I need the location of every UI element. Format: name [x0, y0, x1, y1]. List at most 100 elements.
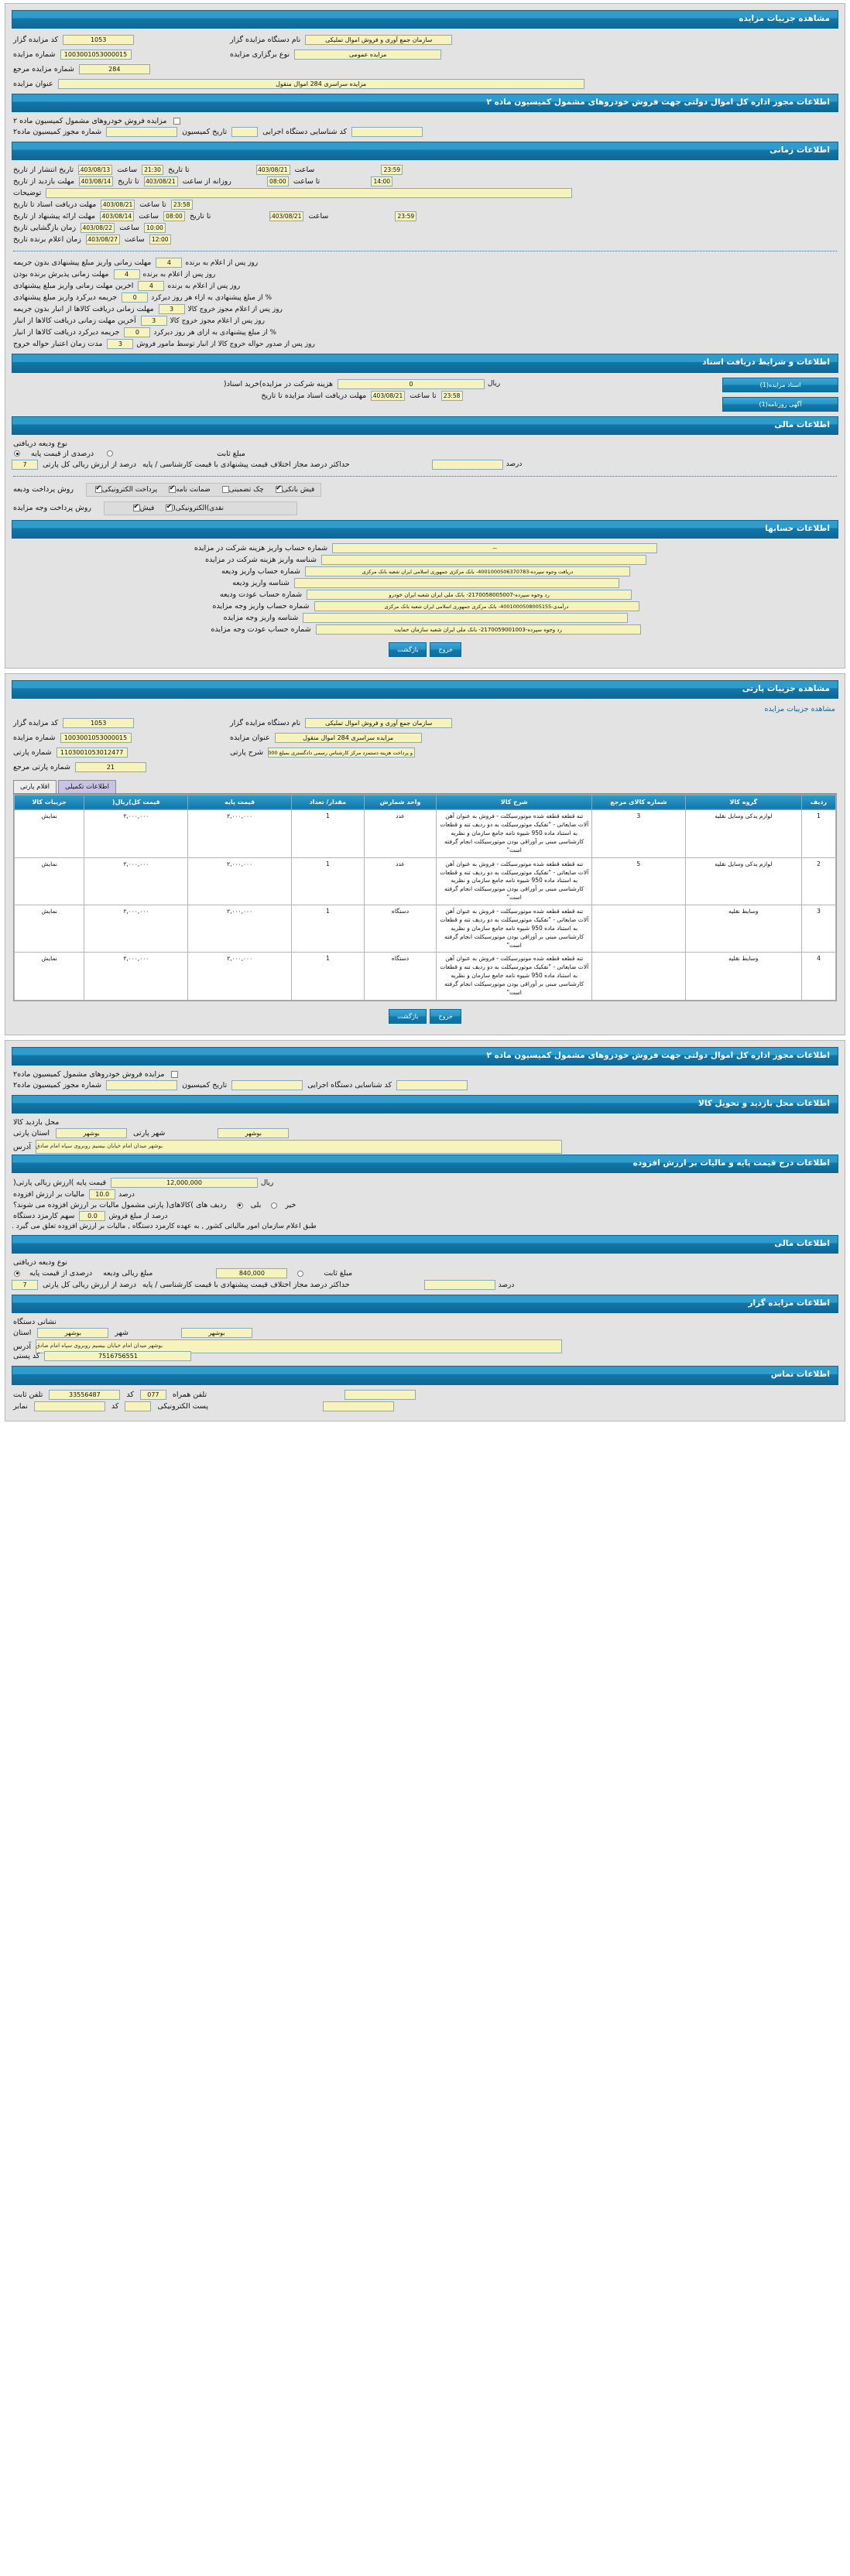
permit-checkbox[interactable] [173, 118, 181, 125]
lot-number-row: شماره پارتی 1103001053012477 [12, 747, 228, 758]
bottom-fixed-radio[interactable] [297, 1270, 304, 1277]
exit-button-lot[interactable]: خروج [430, 1008, 461, 1024]
back-button-top[interactable]: بازگشت [389, 641, 427, 657]
lot-ref-label: شماره پارتی مرجع [13, 762, 70, 771]
percent-option-label: درصدی از قیمت پایه [31, 449, 94, 458]
bottom-permit-fields-row: شماره مجوز کمیسیون ماده۲ تاریخ کمیسیون ک… [12, 1079, 838, 1090]
deposit-method-checkbox-2[interactable] [221, 486, 229, 494]
lot-code-value: 1053 [63, 717, 135, 728]
visit-city-value: بوشهر [218, 1128, 290, 1139]
lot-auction-number-row: شماره مزایده 1003001053000015 [12, 732, 228, 743]
deposit-method-label-1: ضمانت نامه [176, 485, 211, 494]
fixed-radio[interactable] [107, 450, 114, 457]
offer-date-from: 1403/08/14 [100, 211, 135, 222]
deadline-label-7: مدت زمان اعتبار حواله خروج [13, 340, 103, 349]
deadline-value-7: 3 [107, 339, 134, 350]
deadline-row-4: مهلت زمانی دریافت کالاها از انبار بدون ج… [12, 304, 838, 315]
cell-index-2: 3 [801, 905, 836, 953]
exit-button-top[interactable]: خروج [430, 641, 461, 657]
percent-value: 7 [12, 459, 38, 470]
time-notes-row: توضیحات [12, 188, 838, 199]
deposit-method-3[interactable]: فیش بانکی [273, 484, 314, 494]
deposit-method-label-0: پرداخت الکترونیکی [101, 485, 158, 494]
deposit-method-options: پرداخت الکترونیکی ضمانت نامه چک تضمینی ف… [85, 482, 322, 497]
cell-base-0: ۲,۰۰۰,۰۰۰ [187, 809, 293, 858]
bottom-permit-no-label: شماره مجوز کمیسیون ماده۲ [13, 1080, 102, 1090]
account-value-0: -- [332, 542, 658, 553]
winner-announce-date: 1403/08/27 [85, 234, 120, 245]
tab-additional-info[interactable]: اطلاعات تکمیلی [57, 779, 116, 793]
fax-row: نمابر کد پست الکترونیکی [12, 1401, 838, 1411]
auctioneer-address-label: آدرس [13, 1342, 32, 1351]
bottom-permit-checkbox[interactable] [171, 1070, 179, 1078]
deposit-method-0[interactable]: پرداخت الکترونیکی [93, 484, 158, 494]
lot-ref-value: 21 [74, 761, 146, 772]
lot-org-label: نام دستگاه مزایده گزار [230, 718, 301, 727]
lot-subject-label: عنوان مزایده [230, 733, 270, 742]
auction-subject-row: عنوان مزایده مزایده سراسری 284 اموال منق… [12, 79, 838, 90]
deadline-row-2: اخرین مهلت زمانی واریز مبلغ پیشنهادی 4 ر… [12, 281, 838, 292]
account-value-5: درآمدی-4001000508005155- بانک مرکزی جمهو… [314, 600, 639, 611]
docs-cost-currency: ریال [488, 380, 501, 388]
permit-checkbox-row[interactable]: مزایده فروش خودروهای مشمول کمیسیون ماده … [12, 117, 838, 125]
payment-method-1[interactable]: نقدی)الکترونیکی( [163, 503, 224, 512]
cell-detail-0[interactable]: نمایش [13, 809, 85, 858]
lot-org-row: نام دستگاه مزایده گزار سازمان جمع آوری و… [228, 717, 554, 728]
cell-detail-2[interactable]: نمایش [13, 905, 85, 953]
newspaper-ad-button[interactable]: آگهی روزنامه(1) [722, 396, 838, 412]
cell-detail-1[interactable]: نمایش [13, 857, 85, 906]
payment-method-0[interactable]: فیش [131, 503, 154, 512]
deadline-label-4: مهلت زمانی دریافت کالاها از انبار بدون ج… [13, 305, 154, 314]
vat-yes-radio[interactable] [236, 1202, 243, 1209]
payment-method-checkbox-0[interactable] [132, 503, 140, 512]
back-button-lot[interactable]: بازگشت [389, 1008, 427, 1024]
deadline-value-3: 0 [122, 292, 149, 303]
percent-radio[interactable] [14, 450, 20, 457]
cell-group-0: لوازم یدکی وسایل نقلیه [684, 809, 803, 858]
deadline-suffix-0: روز پس از اعلام به برنده [185, 258, 259, 267]
phone-value: 33556487 [49, 1389, 121, 1400]
vat-no-radio[interactable] [271, 1202, 278, 1209]
deposit-method-label-2: چک تضمینی [228, 485, 264, 494]
deposit-method-row: روش پرداخت ودیعه پرداخت الکترونیکی ضمانت… [12, 482, 838, 497]
publish-to-label: تا تاریخ [168, 166, 190, 175]
bottom-percent-radio[interactable] [14, 1270, 20, 1277]
deadline-row-3: جریمه دیرکرد واریز مبلغ پیشنهادی 0 % از … [12, 292, 838, 303]
visit-province-value: بوشهر [56, 1128, 128, 1139]
bottom-percent-option-label: درصدی از قیمت پایه [29, 1269, 93, 1278]
permit-no-label: شماره مجوز کمیسیون ماده۲ [13, 128, 102, 137]
th-total-price: قیمت کل)ریال( [84, 794, 189, 811]
bottom-financial-title: اطلاعات مالی [12, 1235, 838, 1254]
bottom-permit-checkbox-row[interactable]: مزایده فروش خودروهای مشمول کمیسیون ماده۲ [12, 1070, 838, 1079]
base-price-value: 12,000,000 [111, 1178, 259, 1189]
cell-detail-3[interactable]: نمایش [13, 952, 85, 1001]
deposit-method-2[interactable]: چک تضمینی [220, 486, 264, 494]
account-label-2: شماره حساب واریز ودیعه [221, 566, 300, 576]
email-label: پست الکترونیکی [157, 1401, 209, 1411]
cell-index-1: 2 [801, 857, 836, 906]
account-row-7: شماره حساب عودت وجه مزایده رد وجوه سپرده… [12, 624, 838, 635]
publish-time-to-label: ساعت [294, 166, 315, 175]
visit-place-row: محل بازدید کالا [12, 1118, 838, 1127]
cell-ref-2 [591, 905, 686, 953]
documents-buttons: اسناد مزایده(1) آگهی روزنامه(1) [711, 377, 838, 412]
deposit-method-checkbox-1[interactable] [169, 484, 177, 494]
deposit-method-checkbox-0[interactable] [94, 484, 102, 494]
max-diff-value [431, 459, 503, 470]
lot-header-left-column: نام دستگاه مزایده گزار سازمان جمع آوری و… [228, 717, 554, 774]
tab-lot-items[interactable]: اقلام پارتی [13, 779, 57, 793]
docs-deadline-mid-2: تا ساعت [410, 391, 437, 400]
auctioneer-province-label: استان [13, 1329, 32, 1338]
percent-value-row: 7 درصد از ارزش ریالی کل پارتی حداکثر درص… [12, 459, 838, 470]
auction-ref-number-row: شماره مزایده مرجع 284 [12, 64, 228, 75]
phone-label: تلفن ثابت [13, 1390, 43, 1399]
deposit-method-checkbox-3[interactable] [275, 484, 283, 494]
publish-time-to: 23:59 [381, 165, 403, 176]
publish-date-from: 1403/08/13 [78, 165, 113, 176]
visit-date-to: 1403/08/21 [143, 176, 178, 187]
deposit-method-1[interactable]: ضمانت نامه [166, 484, 211, 494]
th-desc: شرح کالا [436, 794, 593, 811]
auction-documents-button[interactable]: اسناد مزایده(1) [722, 377, 838, 392]
cell-ref-0: 3 [591, 809, 686, 858]
payment-method-checkbox-1[interactable] [166, 503, 173, 512]
